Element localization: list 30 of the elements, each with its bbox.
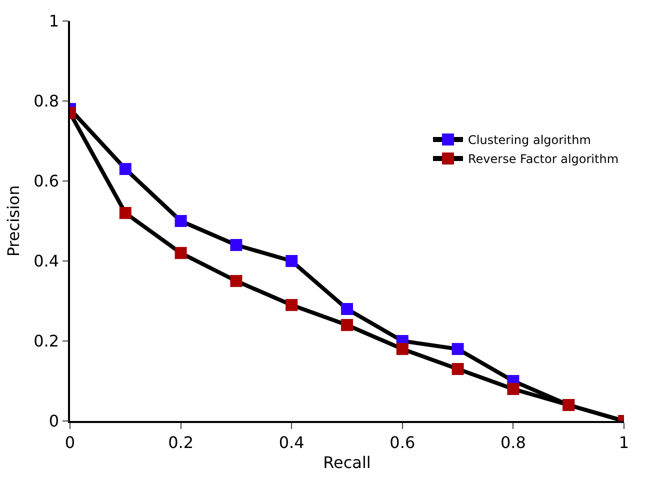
point [452,363,464,375]
x-tick-label: 0.6 [390,432,416,452]
point [230,275,242,287]
point [341,303,353,315]
point [286,255,298,267]
point [119,163,132,175]
point [452,343,464,355]
point [286,299,298,311]
x-tick-label: 1 [618,432,630,452]
x-tick-label: 0.8 [500,432,526,452]
point [507,383,520,395]
point [174,247,187,259]
point [230,239,242,251]
point [119,207,132,219]
x-tick-label: 0 [64,432,76,452]
y-tick-label: 0.6 [34,172,60,191]
y-axis-title: Precision [4,185,23,257]
y-tick-label: 0.4 [34,252,60,271]
y-tick-label: 0 [48,412,60,431]
y-tick-label: 1 [48,12,60,31]
y-tick-label: 0.8 [34,92,60,111]
point [396,343,408,355]
x-tick-label: 0.2 [168,432,194,452]
legend-label: Reverse Factor algorithm [468,152,619,166]
x-tick-label: 0.4 [278,432,304,452]
y-tick-label: 0.2 [34,332,60,351]
x-axis-title: Recall [323,453,371,472]
point [174,215,187,227]
legend-label: Clustering algorithm [468,133,591,148]
point [341,319,353,331]
